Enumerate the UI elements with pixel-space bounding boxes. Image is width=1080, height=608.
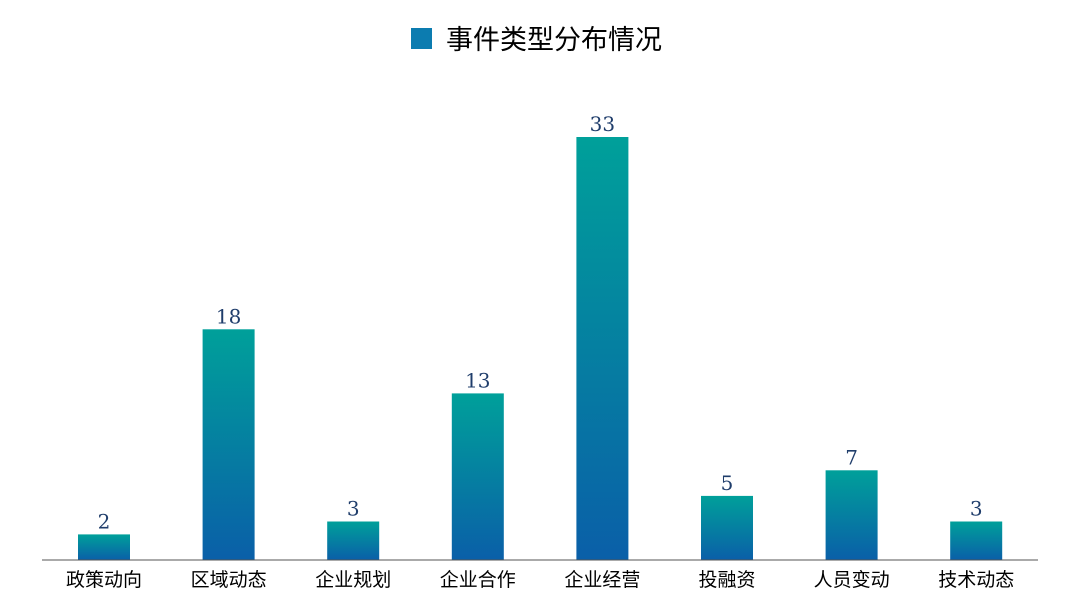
tick-label-5: 投融资 <box>698 569 755 591</box>
value-label-7: 3 <box>970 497 983 521</box>
bar-3 <box>451 393 504 560</box>
tick-label-4: 企业经营 <box>564 569 640 591</box>
tick-label-3: 企业合作 <box>440 569 516 591</box>
value-labels: 2 18 3 13 33 5 7 3 <box>98 112 983 533</box>
bar-0 <box>78 534 130 560</box>
tick-label-2: 企业规划 <box>315 569 391 591</box>
tick-label-1: 区域动态 <box>191 569 267 591</box>
legend: 事件类型分布情况 <box>411 25 662 56</box>
value-label-0: 2 <box>98 509 111 533</box>
tick-label-7: 技术动态 <box>938 569 1014 591</box>
value-label-1: 18 <box>216 304 241 328</box>
value-label-3: 13 <box>465 368 490 392</box>
bar-2 <box>327 521 380 560</box>
value-label-6: 7 <box>845 445 858 469</box>
bar-4 <box>576 137 629 560</box>
tick-label-0: 政策动向 <box>66 569 142 591</box>
x-axis-tick-labels: 政策动向 区域动态 企业规划 企业合作 企业经营 投融资 人员变动 技术动态 <box>66 569 1014 591</box>
value-label-5: 5 <box>721 471 734 495</box>
bar-7 <box>950 521 1003 560</box>
bar-series <box>78 137 1003 560</box>
bar-5 <box>701 495 753 560</box>
value-label-2: 3 <box>347 497 360 521</box>
bar-1 <box>202 329 255 560</box>
legend-swatch <box>411 28 432 49</box>
value-label-4: 33 <box>590 112 615 136</box>
tick-label-6: 人员变动 <box>814 569 890 591</box>
bar-6 <box>825 470 878 560</box>
legend-label: 事件类型分布情况 <box>446 25 662 56</box>
